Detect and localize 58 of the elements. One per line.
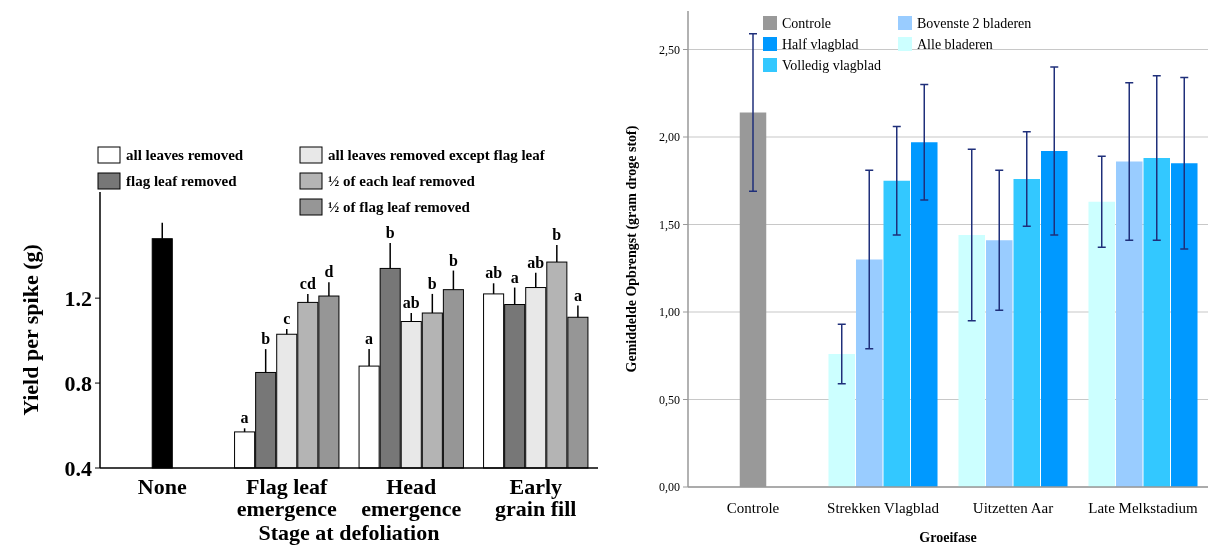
data-label: c [283,309,291,327]
legend-label: all leaves removed [126,147,244,163]
x-tick-label: Flag leaf emergence [236,474,338,521]
x-tick-label: Controle [726,500,780,516]
data-label: a [365,330,374,348]
x-tick-label: Early grain fill [495,474,577,521]
data-label: ab [402,294,420,312]
bar [855,259,883,487]
y-axis-title: Gemiddelde Opbrengst (gram droge stof) [624,125,640,373]
y-tick-label: 2,50 [659,42,680,57]
legend-label: all leaves removed except flag leaf [328,147,546,163]
legend-label: Half vlagblad [782,37,859,52]
data-label: a [510,268,519,286]
data-label: cd [299,274,316,292]
legend-label: ½ of each leaf removed [328,173,476,189]
x-tick-label: None [137,474,187,499]
legend-label: ½ of flag leaf removed [328,199,471,215]
legend-label: flag leaf removed [126,173,238,189]
y-tick-label: 0,50 [659,392,680,407]
y-axis-title: Yield per spike (g) [18,244,43,416]
x-axis-title: Stage at defoliation [258,520,440,545]
bar [828,354,855,487]
y-tick-label: 1.2 [64,285,92,311]
bar [985,240,1013,487]
data-label: ab [527,253,545,271]
bar [1115,161,1143,487]
y-tick-label: 1,50 [659,217,680,232]
bar [911,142,938,487]
legend-label: Controle [782,16,831,31]
bar [958,235,985,487]
data-label: b [427,274,437,292]
data-label: b [261,330,271,348]
bar [1171,163,1198,487]
data-label: a [240,409,249,427]
legend-label: Bovenste 2 bladeren [917,16,1032,31]
y-tick-label: 0.4 [64,455,92,481]
data-label: a [573,286,582,304]
y-tick-label: 0,00 [659,480,680,495]
data-label: ab [485,264,503,282]
x-tick-label: Late Melkstadium [1088,500,1199,516]
bar [1088,201,1115,487]
y-tick-label: 2,00 [659,130,680,145]
x-axis-title: Groeifase [919,530,977,545]
bar [1041,151,1068,487]
legend-label: Volledig vlagblad [782,58,881,73]
data-label: b [552,226,562,244]
bar [1013,179,1041,487]
y-tick-label: 0.8 [64,370,92,396]
y-tick-label: 1,00 [659,305,680,320]
x-tick-label: Head emergence [361,474,462,521]
bar [883,180,911,487]
x-tick-label: Strekken Vlagblad [827,500,940,516]
data-label: b [448,251,458,269]
bar [1143,158,1171,487]
data-label: b [385,223,395,241]
data-label: d [324,263,334,281]
x-tick-label: Uitzetten Aar [972,500,1054,516]
legend-label: Alle bladeren [917,37,993,52]
